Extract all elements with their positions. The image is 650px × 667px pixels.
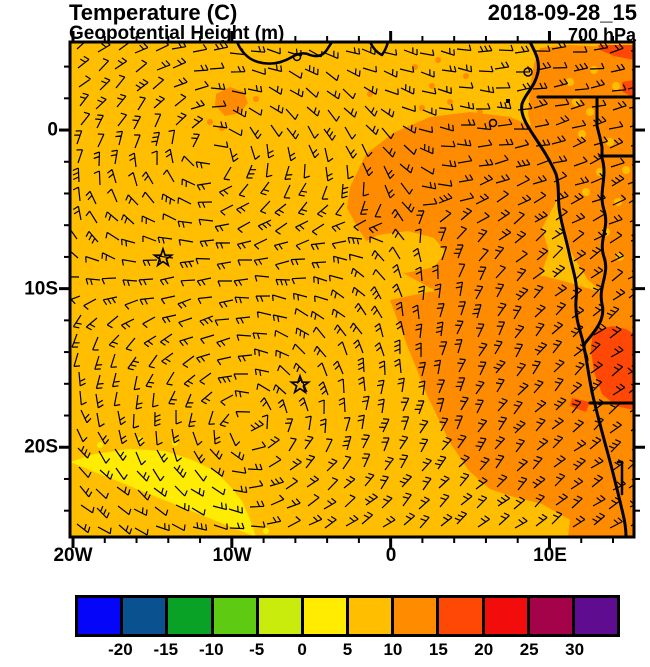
temp-speckle-base: [566, 78, 574, 86]
temp-speckle-base: [612, 82, 620, 90]
map-group: [70, 42, 634, 537]
temp-speckle-warm: [429, 83, 435, 89]
temp-speckle-base: [586, 108, 594, 116]
city-circle-marker: [488, 118, 498, 128]
coastline-bight: [368, 42, 390, 57]
temp-speckle-warm: [447, 99, 453, 105]
colorbar-cell-5: [303, 598, 350, 634]
colorbar-label: -5: [249, 640, 265, 659]
temp-speckle-warm: [419, 105, 425, 111]
colorbar-label: 5: [342, 640, 353, 659]
coastline-west-africa: [520, 42, 628, 537]
colorbar-cell-9: [484, 598, 530, 634]
temp-speckle-base: [596, 168, 604, 176]
station-star-marker: [288, 373, 312, 395]
colorbar-cell-3: [213, 598, 259, 634]
temp-speckle-warm: [463, 73, 469, 79]
lake-outline: [523, 67, 533, 77]
temp-region-15-20-patch-nw: [215, 87, 248, 116]
temp-speckle-warm: [367, 91, 373, 97]
colorbar: [75, 595, 620, 637]
temp-speckle-base: [582, 188, 590, 196]
colorbar-label: -15: [153, 640, 179, 659]
colorbar-cell-6: [349, 598, 395, 634]
temp-region-15-20-northeast: [528, 45, 634, 304]
city-dot-marker: [506, 99, 510, 103]
colorbar-label: 20: [474, 640, 494, 659]
country-border-meander: [582, 156, 608, 362]
temp-region-15-20-southeast: [390, 276, 634, 537]
colorbar-cell-8: [439, 598, 485, 634]
colorbar-label: 15: [428, 640, 448, 659]
temp-speckle-warm: [207, 119, 213, 125]
colorbar-label: -10: [198, 640, 224, 659]
temp-speckle-base: [578, 130, 586, 138]
temp-speckle-base: [606, 138, 614, 146]
temp-speckle-base: [590, 66, 598, 74]
temp-speckle-warm: [253, 96, 259, 102]
colorbar-label: -20: [108, 640, 133, 659]
colorbar-cell-11: [574, 598, 618, 634]
colorbar-label: 10: [383, 640, 403, 659]
map-clipped-group: [70, 42, 634, 537]
colorbar-cell-1: [123, 598, 169, 634]
colorbar-cell-7: [394, 598, 440, 634]
colorbar-cell-2: [168, 598, 214, 634]
temp-speckle-cool: [97, 442, 103, 448]
temp-speckle-warm: [477, 109, 483, 115]
temp-speckle-warm: [487, 135, 493, 141]
temp-region-20-25-ne-corner: [598, 45, 634, 60]
station-star-marker: [151, 246, 175, 268]
colorbar-label: 25: [519, 640, 539, 659]
temp-speckle-warm: [435, 57, 441, 63]
colorbar-cell-4: [258, 598, 304, 634]
wind-barbs: [70, 42, 634, 536]
temp-region-20-25-bit: [570, 398, 590, 412]
city-circle-marker: [292, 52, 302, 62]
temp-speckle-cool: [263, 528, 269, 534]
coastline-gulf-of-guinea: [235, 42, 334, 65]
country-border-jog: [595, 97, 604, 158]
colorbar-cell-0: [78, 598, 124, 634]
country-border-small: [616, 460, 624, 496]
temp-region-10-15-tongue: [354, 231, 446, 273]
temp-region-5-10-southwest: [70, 449, 256, 537]
temp-speckle-base: [622, 166, 630, 174]
colorbar-cell-10: [529, 598, 575, 634]
colorbar-label: 30: [565, 640, 585, 659]
colorbar-label: 0: [297, 640, 307, 659]
